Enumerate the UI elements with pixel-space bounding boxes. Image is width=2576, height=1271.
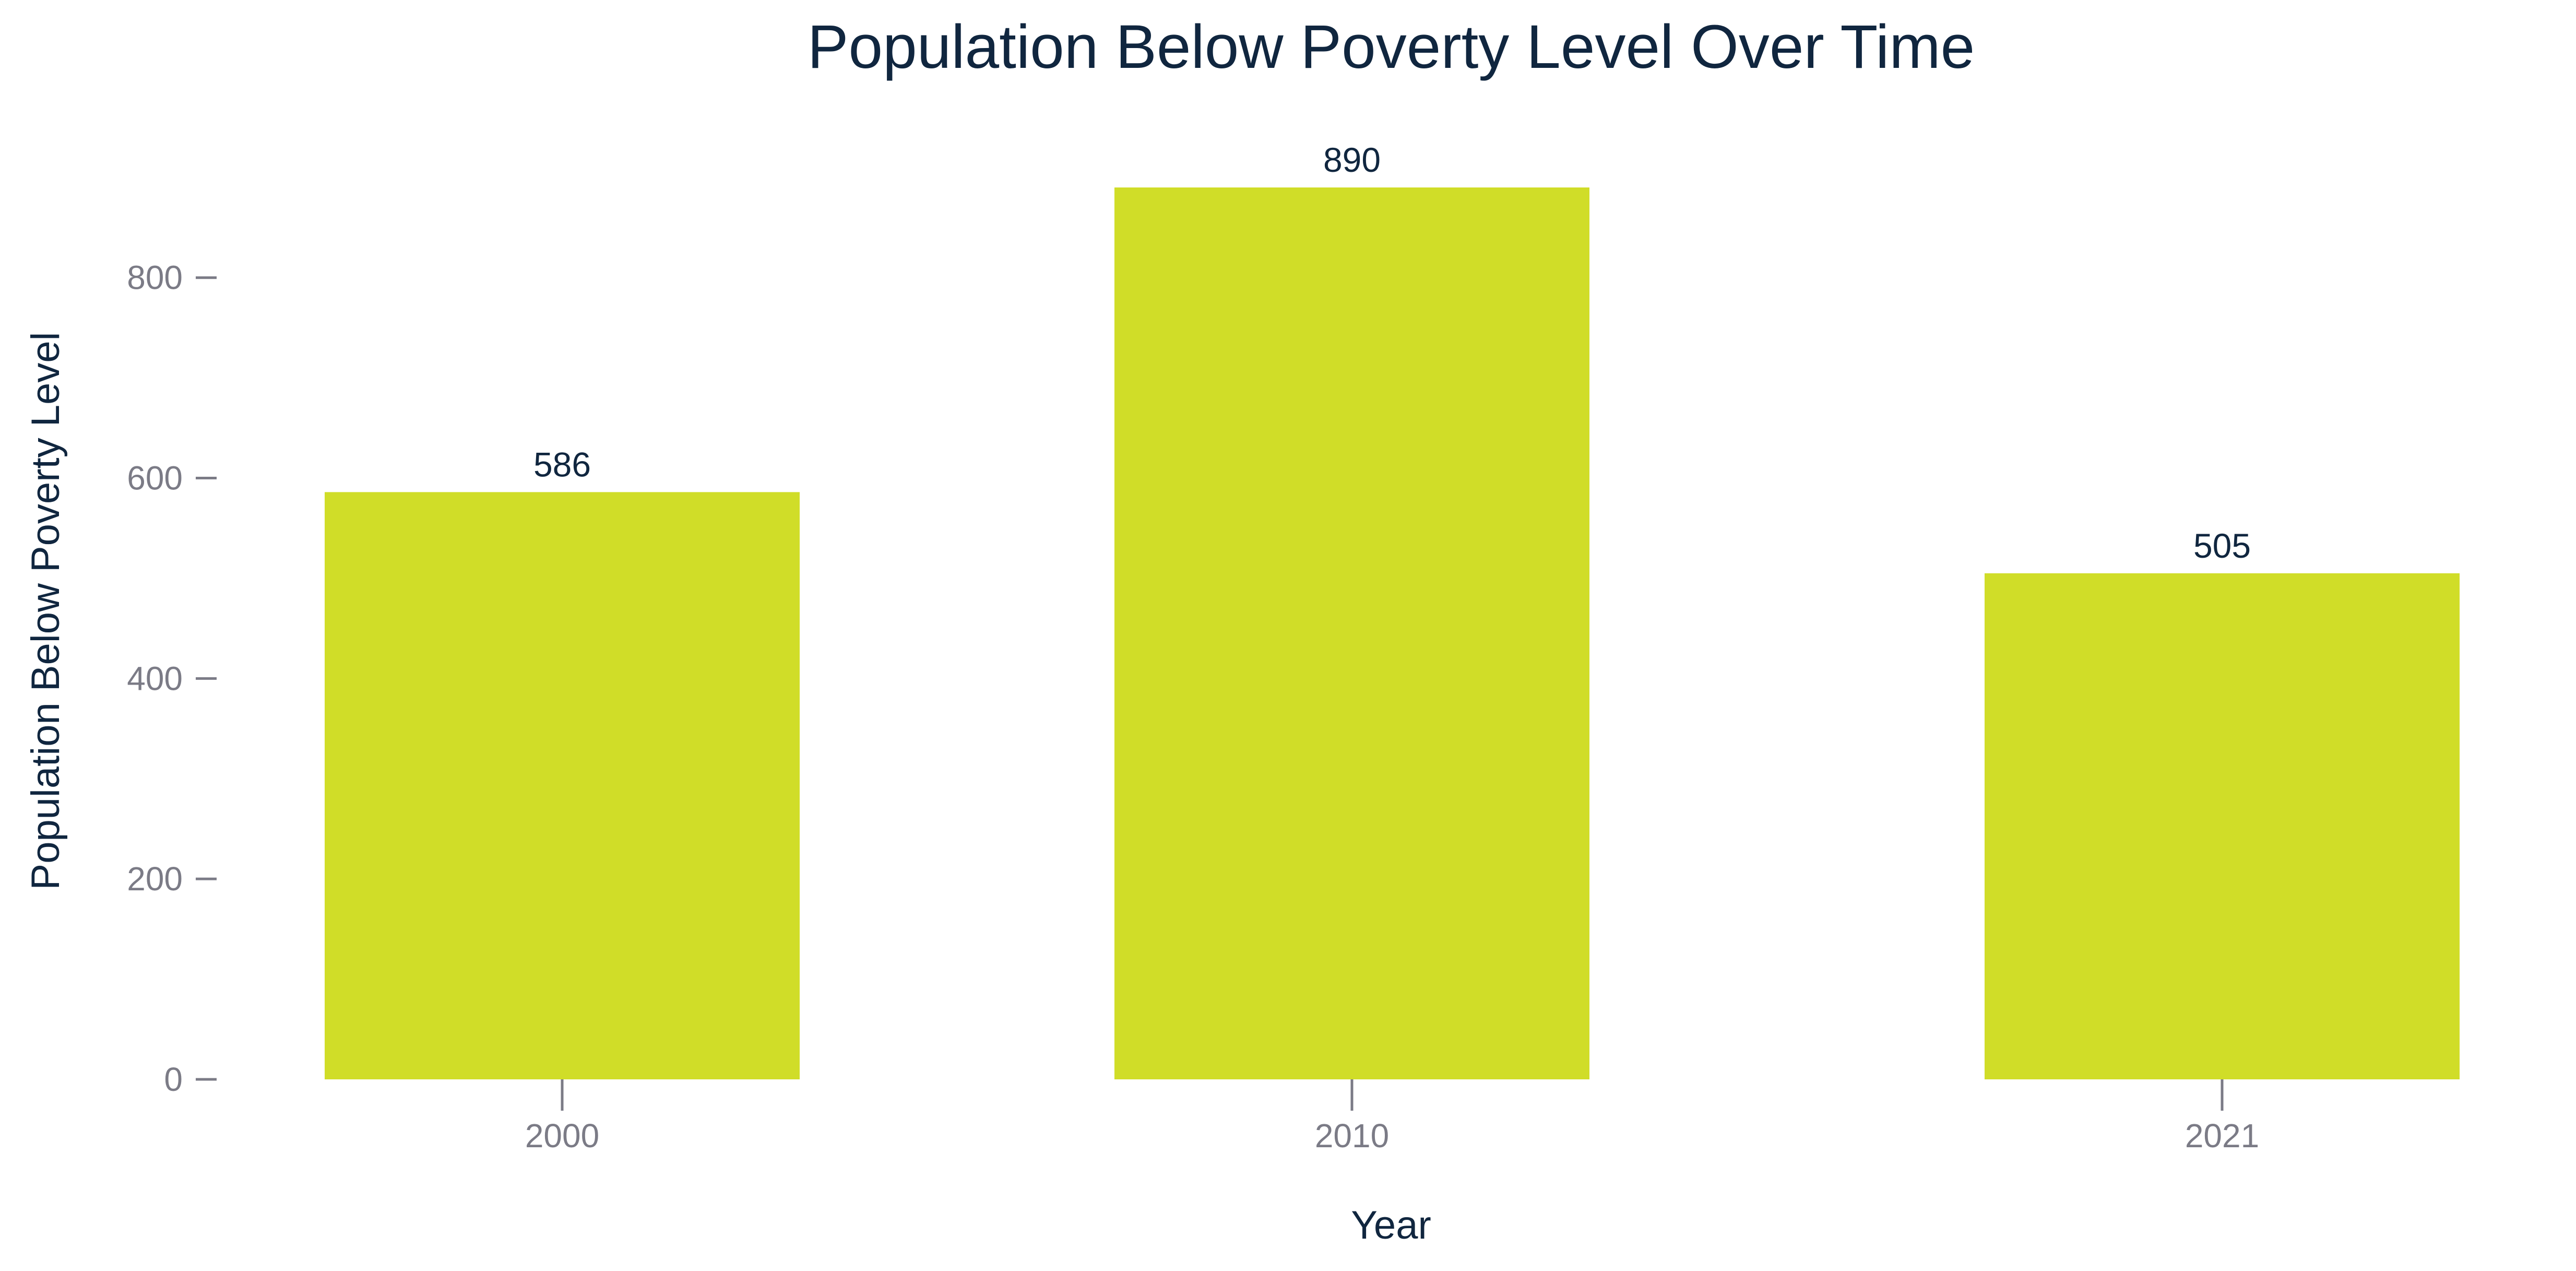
y-axis-label: Population Below Poverty Level xyxy=(23,332,68,890)
y-tick-label: 400 xyxy=(127,660,183,697)
data-label-2010: 890 xyxy=(1323,140,1381,179)
x-tick-label: 2010 xyxy=(1315,1117,1389,1155)
y-tick-label: 600 xyxy=(127,460,183,497)
x-tick-label: 2000 xyxy=(525,1117,599,1155)
x-axis-label: Year xyxy=(1351,1203,1431,1248)
data-label-2000: 586 xyxy=(533,445,591,484)
y-tick-label: 800 xyxy=(127,259,183,297)
bar-2021 xyxy=(1985,573,2460,1079)
bar-2000 xyxy=(325,492,800,1079)
chart-title: Population Below Poverty Level Over Time xyxy=(808,13,1975,81)
y-tick-label: 200 xyxy=(127,860,183,898)
data-label-2021: 505 xyxy=(2193,526,2251,565)
x-tick-label: 2021 xyxy=(2185,1117,2259,1155)
bars-group xyxy=(325,187,2460,1079)
y-tick-label: 0 xyxy=(164,1061,183,1098)
y-axis: 0 200 400 600 800 xyxy=(127,259,217,1098)
bar-2010 xyxy=(1114,187,1589,1079)
data-labels-group: 586 890 505 xyxy=(533,140,2251,565)
x-axis: 2000 2010 2021 xyxy=(525,1079,2259,1155)
